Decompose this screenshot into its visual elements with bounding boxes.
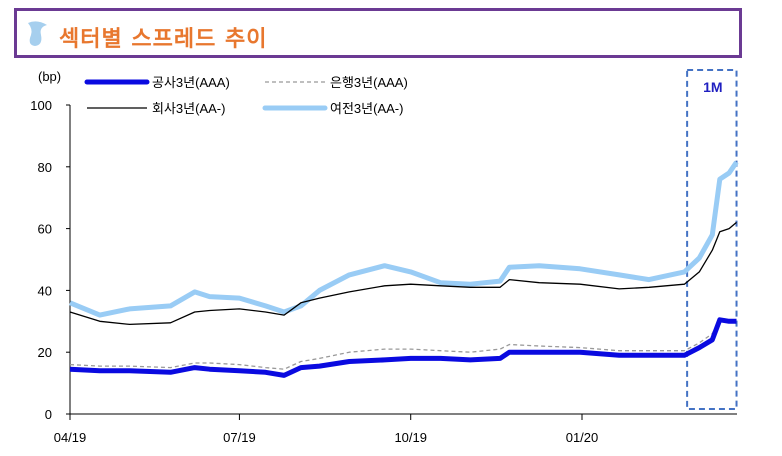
y-tick-label: 60 [38,222,52,237]
highlight-box [686,69,738,410]
series-line-1 [69,317,737,370]
legend-label: 공사3년(AAA) [152,75,230,90]
x-tick-label: 01/20 [566,430,599,445]
title-box: 섹터별 스프레드 추이 [14,8,742,58]
highlight-label: 1M [703,79,722,95]
droplet-logo-icon [28,21,47,46]
legend-label: 회사3년(AA-) [152,101,225,116]
x-tick-label: 04/19 [54,430,87,445]
y-tick-label: 80 [38,160,52,175]
legend-label: 은행3년(AAA) [330,75,408,90]
y-axis-label: (bp) [38,69,61,84]
series-line-2 [69,221,737,326]
x-tick-label: 07/19 [223,430,256,445]
y-tick-label: 20 [38,345,52,360]
y-tick-label: 0 [45,407,52,422]
series-line-0 [69,317,737,378]
x-tick-label: 10/19 [394,430,427,445]
y-tick-label: 40 [38,283,52,298]
legend-label: 여전3년(AA-) [330,101,403,116]
y-tick-label: 100 [30,98,52,113]
series-line-3 [69,160,739,318]
chart-title: 섹터별 스프레드 추이 [59,27,268,52]
